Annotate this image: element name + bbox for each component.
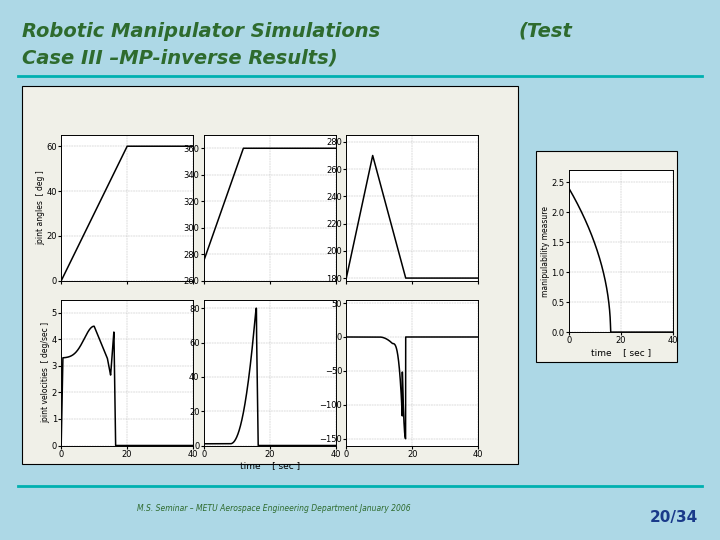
Y-axis label: joint velocities  [ deg/sec ]: joint velocities [ deg/sec ] [41,322,50,423]
X-axis label: time    [ sec ]: time [ sec ] [240,462,300,470]
Y-axis label: manipulability measure: manipulability measure [541,206,550,296]
Text: Robotic Manipulator Simulations: Robotic Manipulator Simulations [22,22,380,40]
Text: (Test: (Test [518,22,572,40]
X-axis label: time    [ sec ]: time [ sec ] [591,348,651,357]
Y-axis label: joint angles  [ deg ]: joint angles [ deg ] [36,171,45,245]
Text: M.S. Seminar – METU Aerospace Engineering Department January 2006: M.S. Seminar – METU Aerospace Engineerin… [137,504,410,513]
Text: 20/34: 20/34 [650,510,698,525]
Text: Case III –MP-inverse Results): Case III –MP-inverse Results) [22,49,337,68]
